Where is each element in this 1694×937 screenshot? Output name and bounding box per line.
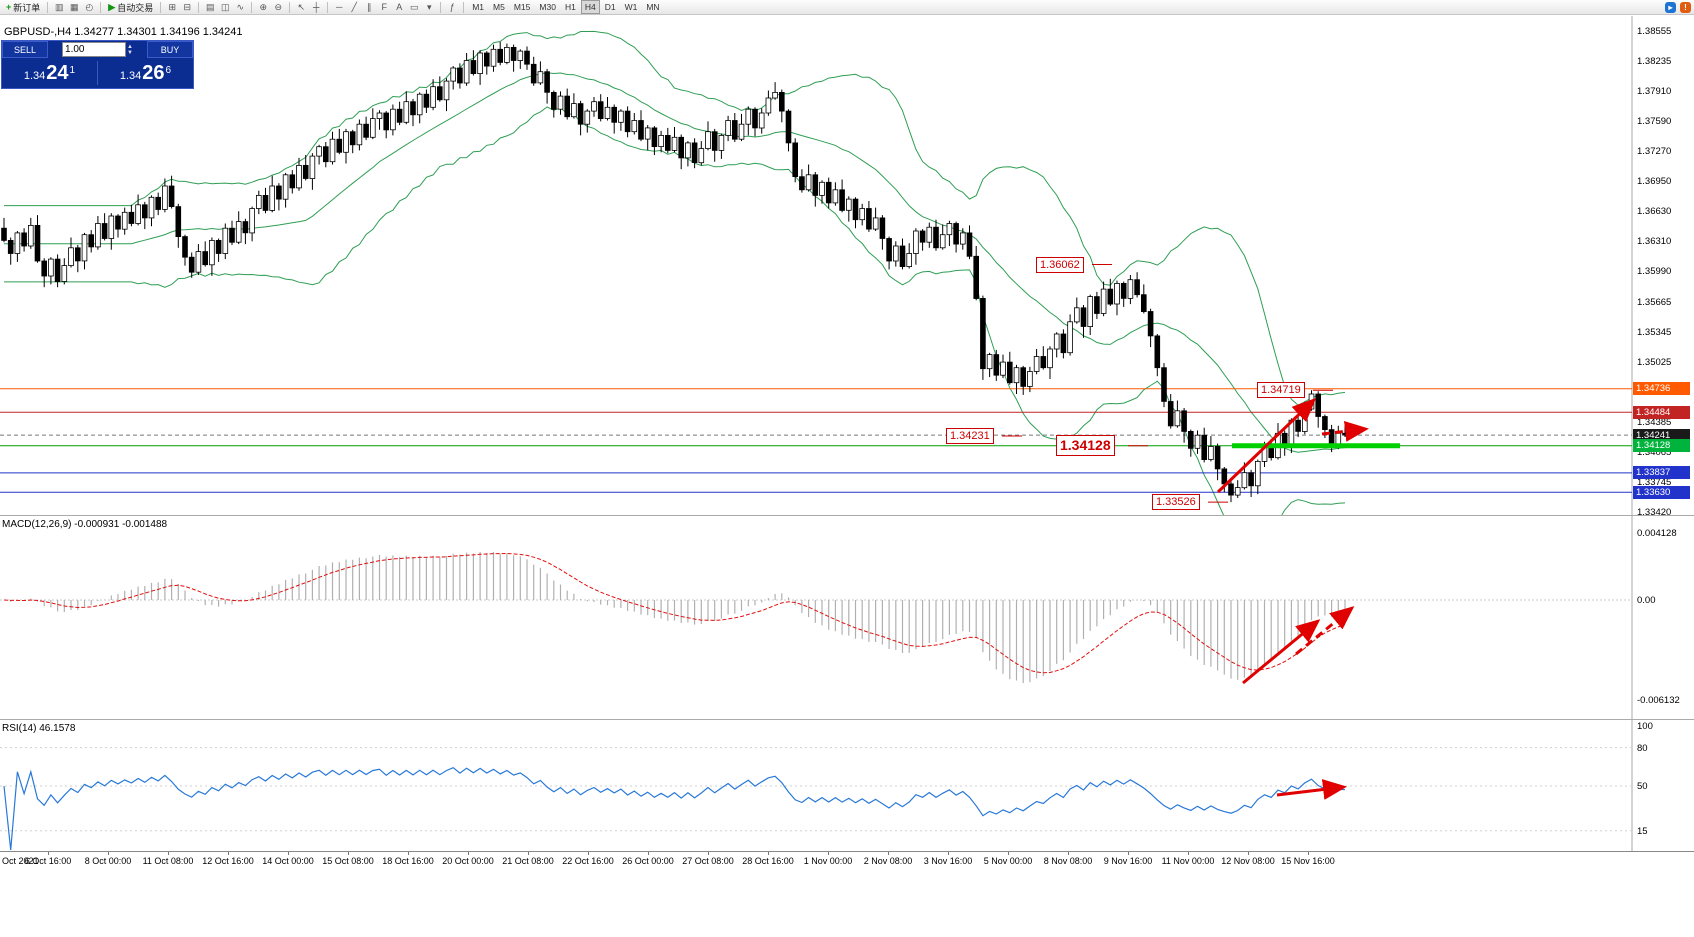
tile-windows-icon: ⊞: [168, 1, 176, 12]
toolbar-separator: [289, 1, 291, 13]
window-list-icon: ⊟: [183, 1, 191, 12]
toolbar-separator: [160, 1, 162, 13]
trendline-icon: ╱: [351, 1, 357, 12]
crosshair-icon: ┼: [313, 2, 320, 12]
line-chart-icon[interactable]: ∿: [233, 1, 247, 13]
alerts-icon[interactable]: !: [1680, 1, 1691, 13]
one-click-trading-panel: SELL ▲ ▼ BUY 1.34 24 1 1.34 26 6: [1, 40, 194, 89]
sell-price-sup: 1: [69, 65, 76, 76]
bar-chart-icon: ▤: [205, 1, 215, 12]
arrows-tool-icon: ▾: [426, 1, 432, 12]
sell-header[interactable]: SELL: [2, 41, 48, 58]
autotrading-label: 自动交易: [117, 2, 154, 13]
buy-price-sup: 6: [165, 65, 172, 76]
window-list-icon[interactable]: ⊟: [180, 1, 194, 13]
timeframe-h1[interactable]: H1: [564, 2, 576, 12]
new-order-icon: +: [6, 2, 12, 12]
zoom-out-icon: ⊖: [274, 1, 282, 12]
text-label-icon[interactable]: ▭: [407, 1, 421, 13]
timeframe-m15[interactable]: M15: [513, 2, 531, 12]
buy-header[interactable]: BUY: [147, 41, 193, 58]
trade-panel-divider: [97, 61, 98, 85]
sell-price-big: 24: [46, 62, 69, 84]
cursor-icon[interactable]: ↖: [294, 1, 308, 13]
bar-chart-icon[interactable]: ▤: [203, 1, 217, 13]
tile-windows-icon[interactable]: ⊞: [165, 1, 179, 13]
fibonacci-icon: F: [381, 2, 387, 12]
timeframe-d1[interactable]: D1: [604, 2, 616, 12]
profiles-icon[interactable]: ▦: [67, 1, 81, 13]
timeframe-m1[interactable]: M1: [472, 2, 485, 12]
buy-price-small: 1.34: [119, 70, 142, 82]
candlestick-chart-icon[interactable]: ◫: [218, 1, 232, 13]
indicators-icon[interactable]: ƒ: [445, 1, 459, 13]
candlestick-chart-icon: ◫: [220, 1, 230, 12]
toolbar-separator: [327, 1, 329, 13]
community-icon[interactable]: ▸: [1665, 1, 1676, 13]
volume-spinner: ▲ ▼: [127, 44, 133, 56]
line-chart-icon: ∿: [236, 1, 244, 12]
timeframe-m30[interactable]: M30: [539, 2, 556, 12]
horizontal-line-icon[interactable]: ─: [332, 1, 346, 13]
new-order-button[interactable]: + 新订单: [3, 1, 43, 13]
chart-window-icon[interactable]: ▥: [52, 1, 66, 13]
toolbar-separator: [47, 1, 49, 13]
text-icon[interactable]: A: [392, 1, 406, 13]
horizontal-line-icon: ─: [336, 2, 343, 12]
volume-input[interactable]: [62, 42, 127, 57]
clock-icon[interactable]: ◴: [82, 1, 96, 13]
equidistant-channel-icon: ∥: [366, 1, 372, 12]
new-order-label: 新订单: [13, 2, 41, 13]
zoom-in-icon: ⊕: [259, 1, 267, 12]
text-icon: A: [396, 2, 403, 12]
timeframe-h4[interactable]: H4: [580, 0, 600, 14]
price-annotation[interactable]: 1.34231: [946, 428, 994, 445]
cursor-icon: ↖: [297, 1, 305, 12]
chart-title: GBPUSD-,H4 1.34277 1.34301 1.34196 1.342…: [4, 26, 243, 38]
volume-wrap: ▲ ▼: [48, 41, 147, 58]
indicators-icon: ƒ: [449, 2, 455, 12]
trendline-icon[interactable]: ╱: [347, 1, 361, 13]
main-toolbar: + 新订单 ▥ ▦ ◴ ▶ 自动交易 ⊞ ⊟ ▤ ◫ ∿ ⊕ ⊖ ↖ ┼ ─ ╱ ∥ F A ▭ ▾ ƒ M1 M5 M15 M30 H…: [0, 0, 1694, 15]
toolbar-separator: [440, 1, 442, 13]
zoom-out-icon[interactable]: ⊖: [271, 1, 285, 13]
text-label-icon: ▭: [409, 1, 419, 12]
crosshair-icon[interactable]: ┼: [309, 1, 323, 13]
rsi-label: RSI(14) 46.1578: [2, 723, 76, 734]
sell-price-button[interactable]: 1.34 24 1: [2, 63, 97, 83]
toolbar-separator: [251, 1, 253, 13]
price-annotation[interactable]: 1.34128: [1056, 434, 1115, 456]
timeframe-w1[interactable]: W1: [624, 2, 638, 12]
equidistant-channel-icon[interactable]: ∥: [362, 1, 376, 13]
volume-up-icon[interactable]: ▲: [127, 43, 133, 50]
zoom-in-icon[interactable]: ⊕: [256, 1, 270, 13]
fibonacci-icon[interactable]: F: [377, 1, 391, 13]
toolbar-separator: [463, 1, 465, 13]
profiles-icon: ▦: [70, 1, 79, 12]
arrows-tool-icon[interactable]: ▾: [422, 1, 436, 13]
macd-label: MACD(12,26,9) -0.000931 -0.001488: [2, 519, 168, 530]
timeframe-m5[interactable]: M5: [493, 2, 505, 12]
autotrading-button[interactable]: ▶ 自动交易: [105, 1, 156, 13]
price-annotation[interactable]: 1.34719: [1257, 382, 1305, 399]
price-annotation[interactable]: 1.36062: [1036, 256, 1084, 273]
autotrading-icon: ▶: [108, 1, 116, 12]
toolbar-separator: [198, 1, 200, 13]
buy-price-big: 26: [142, 62, 165, 84]
timeframe-mn[interactable]: MN: [646, 2, 660, 12]
sell-price-small: 1.34: [23, 70, 46, 82]
chart-window-icon: ▥: [55, 1, 64, 12]
toolbar-separator: [100, 1, 102, 13]
clock-icon: ◴: [85, 1, 94, 12]
price-annotation[interactable]: 1.33526: [1152, 494, 1200, 511]
buy-price-button[interactable]: 1.34 26 6: [98, 63, 193, 83]
volume-down-icon[interactable]: ▼: [127, 49, 133, 56]
